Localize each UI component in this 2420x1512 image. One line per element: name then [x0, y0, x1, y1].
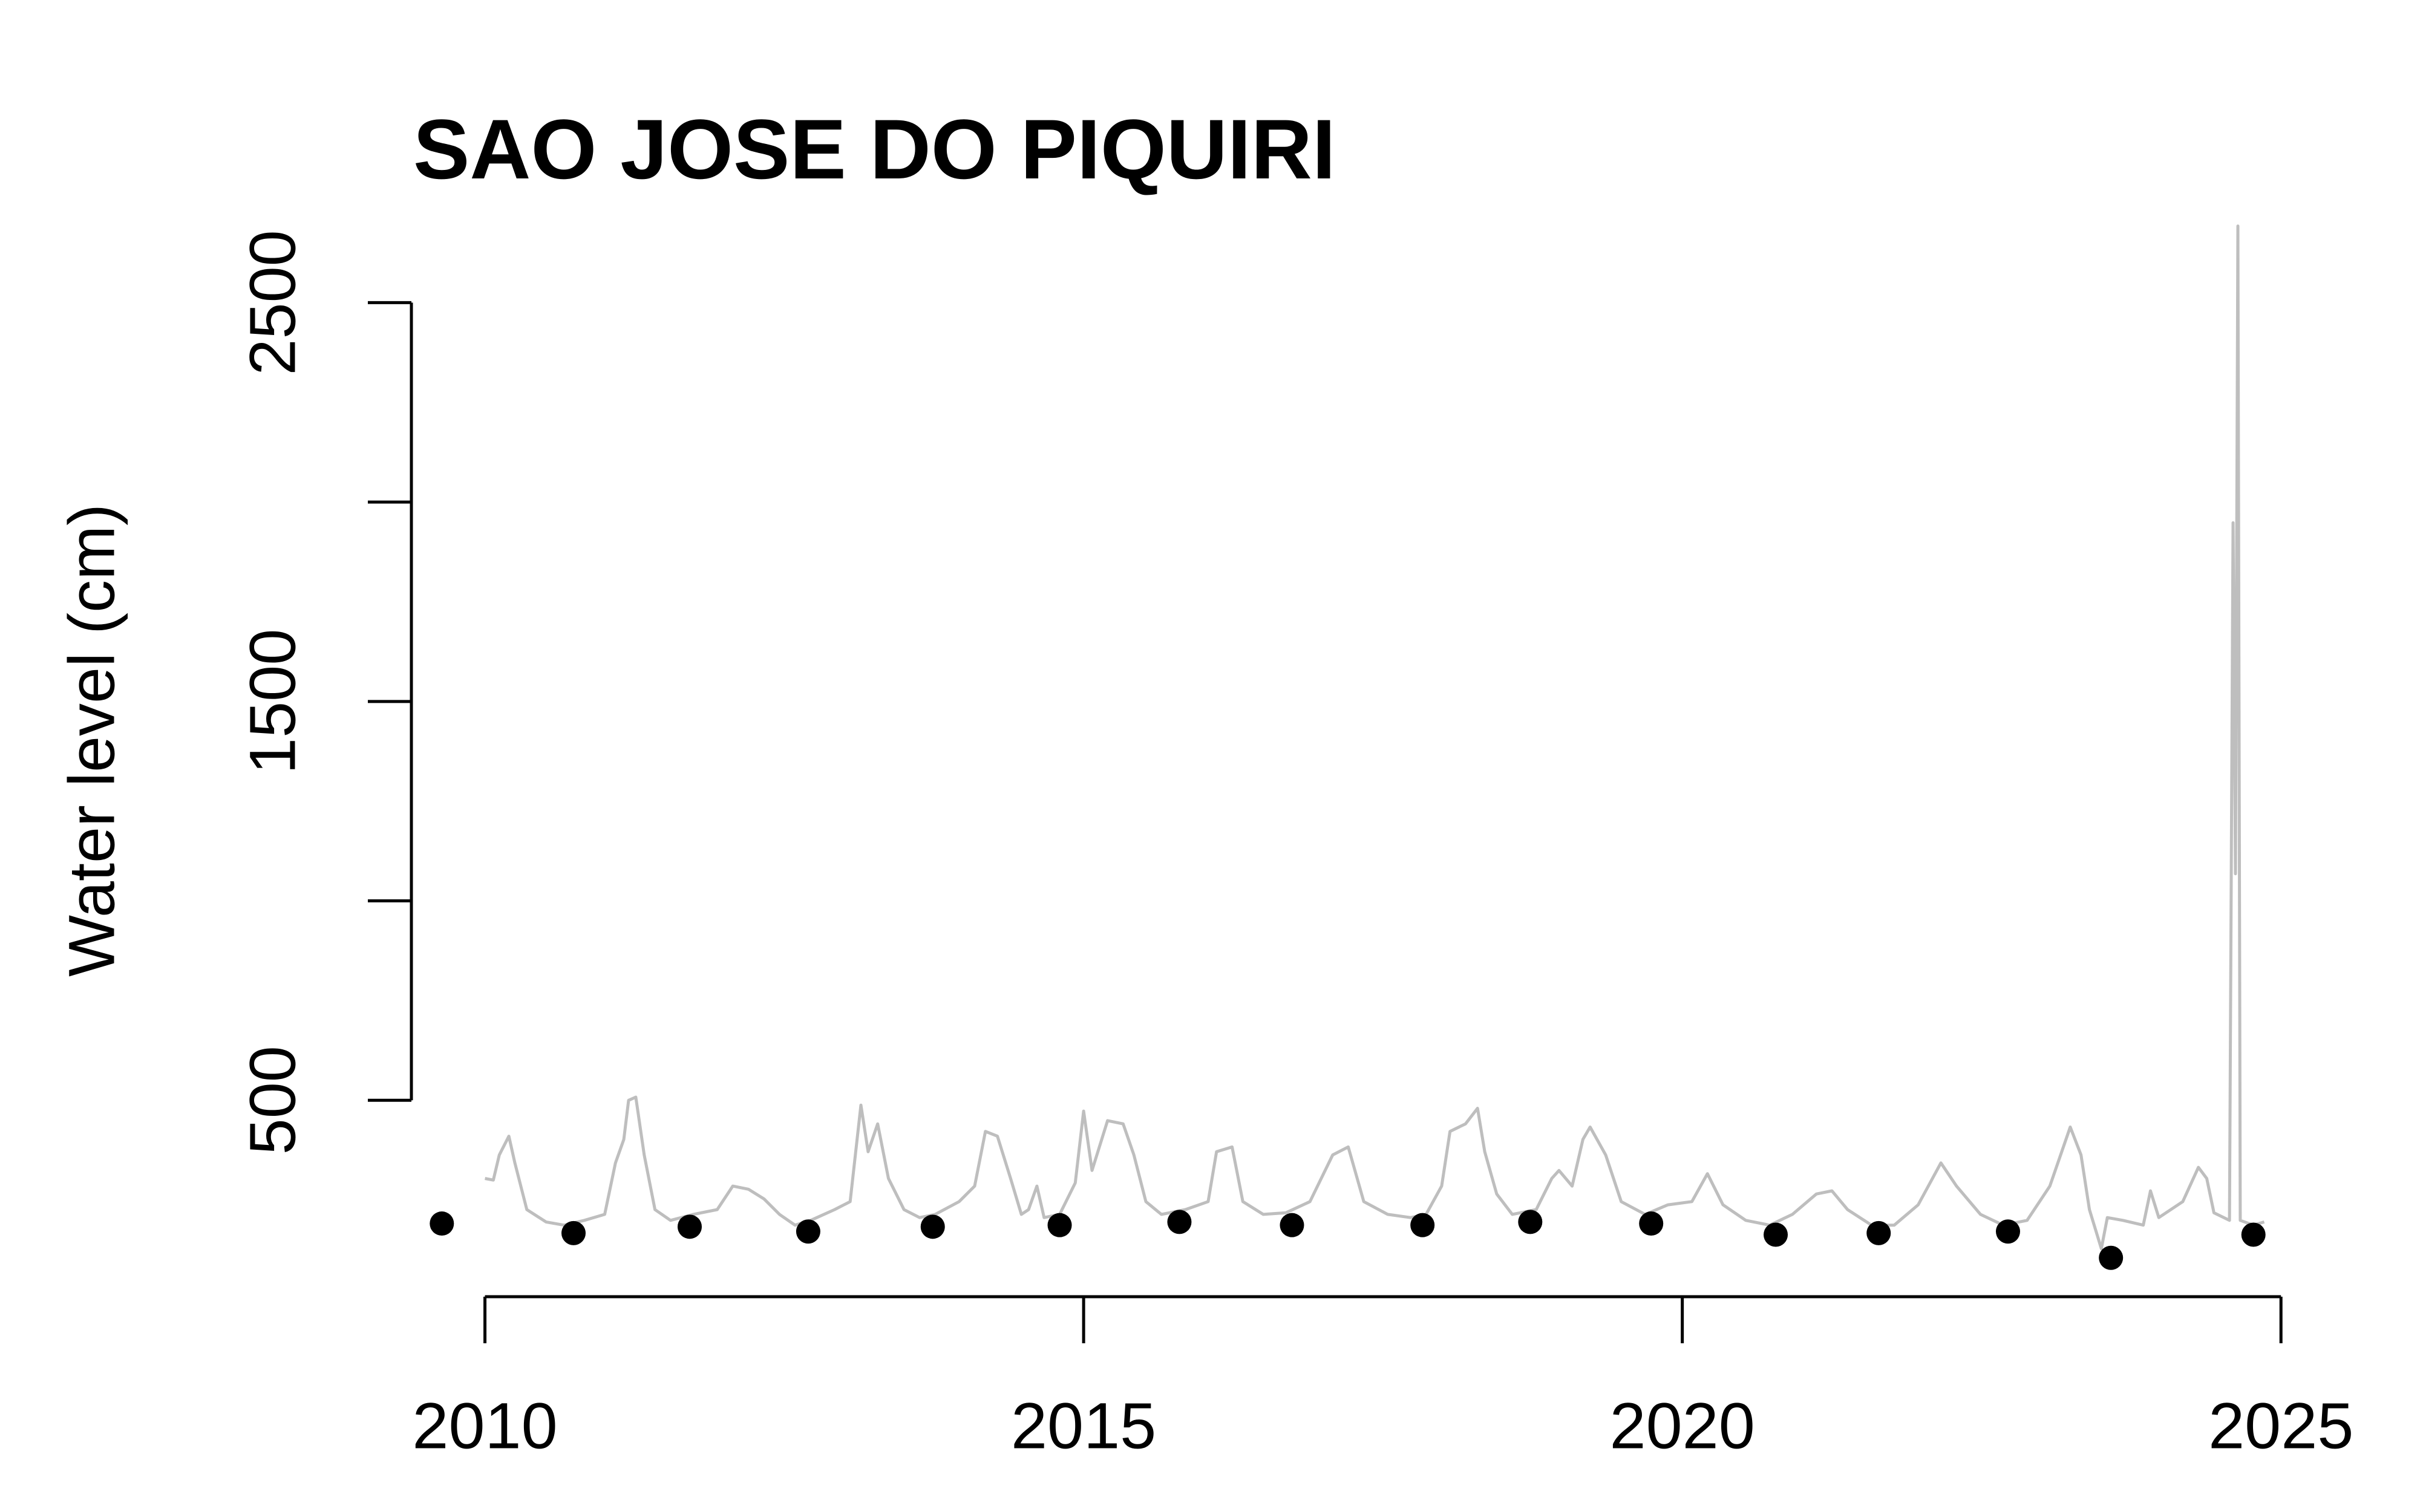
x-tick-label: 2025 [2208, 1389, 2353, 1462]
x-tick-label: 2010 [412, 1389, 557, 1462]
data-point [2099, 1245, 2124, 1270]
data-point [1639, 1211, 1664, 1236]
y-tick-label: 2500 [236, 230, 309, 375]
data-point [1167, 1210, 1192, 1234]
water-level-line [485, 224, 2265, 1251]
data-point [1995, 1219, 2020, 1244]
data-point [430, 1211, 454, 1236]
x-tick-label: 2020 [1610, 1389, 1755, 1462]
x-tick-label: 2015 [1011, 1389, 1156, 1462]
data-point [1280, 1213, 1304, 1237]
y-axis-label: Water level (cm) [55, 504, 128, 977]
data-point [1866, 1220, 1891, 1245]
data-point [677, 1214, 702, 1239]
chart-title: SAO JOSE DO PIQUIRI [413, 102, 1336, 197]
y-tick-label: 1500 [236, 629, 309, 774]
data-point [920, 1214, 945, 1239]
data-point [1047, 1213, 1072, 1237]
data-point [2241, 1222, 2266, 1247]
data-point [1518, 1210, 1543, 1234]
y-tick-label: 500 [236, 1046, 309, 1155]
data-point [796, 1219, 820, 1244]
data-point [1410, 1213, 1435, 1237]
data-point [561, 1220, 586, 1245]
data-point [1764, 1222, 1788, 1247]
